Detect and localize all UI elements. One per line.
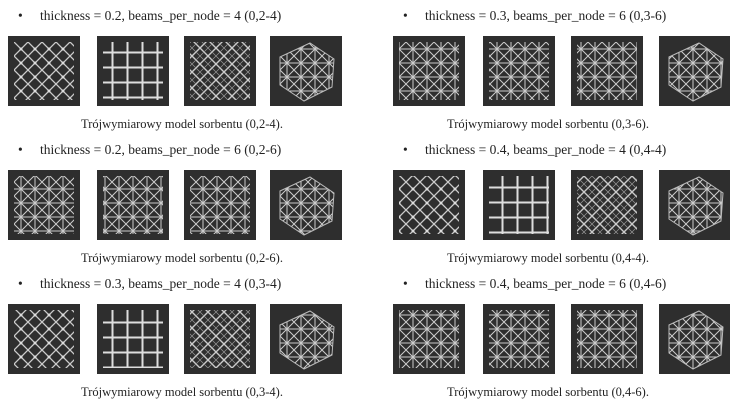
- lattice-pattern: [190, 310, 250, 368]
- panel-heading: thickness = 0.3, beams_per_node = 4 (0,3…: [40, 276, 281, 291]
- panel-caption: Trójwymiarowy model sorbentu (0,3-6).: [447, 117, 649, 131]
- panel: • thickness = 0.2, beams_per_node = 6 (0,…: [8, 142, 342, 265]
- lattice-pattern: [577, 176, 637, 234]
- bullet: •: [403, 8, 408, 23]
- lattice-pattern: [190, 176, 250, 234]
- lattice-pattern: [14, 42, 74, 100]
- panel-caption: Trójwymiarowy model sorbentu (0,4-4).: [447, 251, 649, 265]
- lattice-pattern: [489, 310, 549, 368]
- bullet: •: [18, 276, 23, 291]
- bullet: •: [18, 8, 23, 23]
- panel-heading: thickness = 0.4, beams_per_node = 4 (0,4…: [425, 142, 666, 157]
- panel-caption: Trójwymiarowy model sorbentu (0,3-4).: [81, 385, 283, 399]
- panel-caption: Trójwymiarowy model sorbentu (0,2-6).: [81, 251, 283, 265]
- lattice-pattern: [103, 42, 163, 100]
- lattice-pattern: [577, 42, 637, 100]
- panel: • thickness = 0.4, beams_per_node = 4 (0,…: [393, 142, 730, 265]
- lattice-pattern: [399, 42, 459, 100]
- panel-heading: thickness = 0.2, beams_per_node = 6 (0,2…: [40, 142, 281, 157]
- panel: • thickness = 0.3, beams_per_node = 4 (0,…: [8, 276, 342, 399]
- lattice-pattern: [190, 42, 250, 100]
- panel: • thickness = 0.4, beams_per_node = 6 (0,…: [393, 276, 730, 399]
- lattice-pattern: [489, 42, 549, 100]
- panel-heading: thickness = 0.4, beams_per_node = 6 (0,4…: [425, 276, 666, 291]
- lattice-pattern: [14, 310, 74, 368]
- figure-canvas: • thickness = 0.2, beams_per_node = 4 (0,…: [0, 0, 730, 400]
- panel-heading: thickness = 0.3, beams_per_node = 6 (0,3…: [425, 8, 666, 23]
- bullet: •: [403, 142, 408, 157]
- lattice-pattern: [577, 310, 637, 368]
- bullet: •: [18, 142, 23, 157]
- panel-heading: thickness = 0.2, beams_per_node = 4 (0,2…: [40, 8, 281, 23]
- panel-caption: Trójwymiarowy model sorbentu (0,4-6).: [447, 385, 649, 399]
- lattice-pattern: [399, 310, 459, 368]
- lattice-pattern: [103, 176, 163, 234]
- panel: • thickness = 0.3, beams_per_node = 6 (0,…: [393, 8, 730, 131]
- lattice-pattern: [14, 176, 74, 234]
- panel: • thickness = 0.2, beams_per_node = 4 (0,…: [8, 8, 342, 131]
- lattice-pattern: [399, 176, 459, 234]
- lattice-pattern: [103, 310, 163, 368]
- lattice-pattern: [489, 176, 549, 234]
- panel-caption: Trójwymiarowy model sorbentu (0,2-4).: [81, 117, 283, 131]
- bullet: •: [403, 276, 408, 291]
- figure: • thickness = 0.2, beams_per_node = 4 (0,…: [0, 0, 730, 400]
